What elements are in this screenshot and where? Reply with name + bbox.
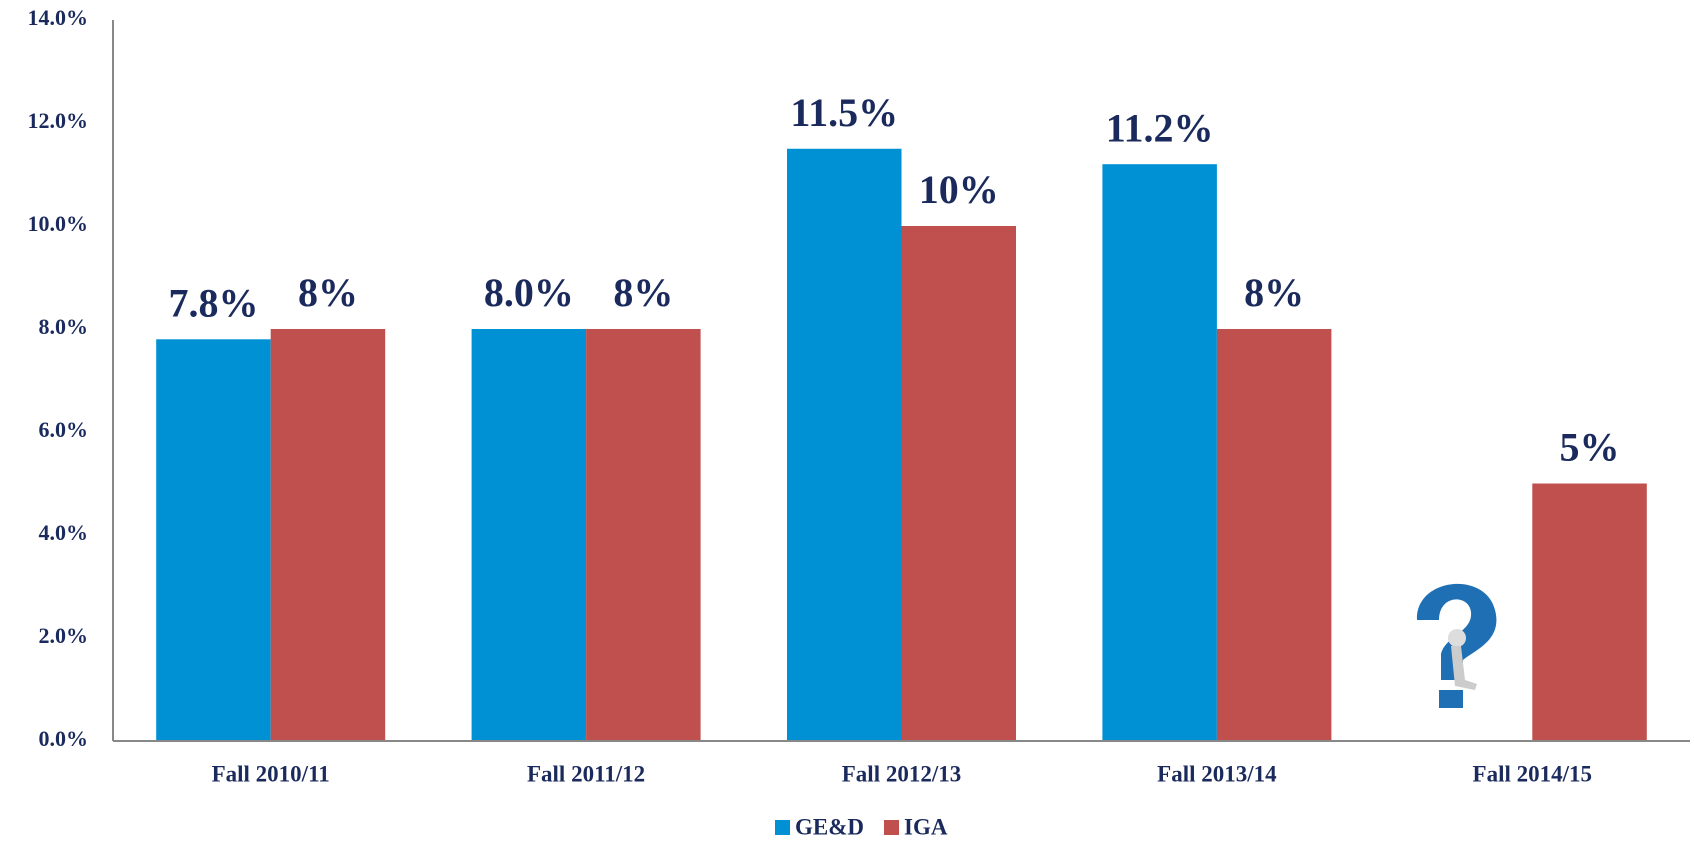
bar	[472, 329, 586, 741]
value-label: 11.2%	[1106, 105, 1214, 150]
bar	[1102, 164, 1217, 741]
legend-label: GE&D	[795, 814, 864, 839]
bar	[156, 339, 271, 741]
y-tick-label: 8.0%	[39, 314, 89, 339]
y-tick-label: 12.0%	[28, 108, 89, 133]
bar	[271, 329, 386, 741]
x-tick-label: Fall 2014/15	[1473, 761, 1592, 786]
y-tick-label: 4.0%	[39, 520, 89, 545]
x-tick-label: Fall 2013/14	[1157, 761, 1277, 786]
x-tick-label: Fall 2012/13	[842, 761, 961, 786]
legend-swatch	[775, 820, 790, 835]
value-label: 8%	[298, 270, 358, 315]
x-tick-label: Fall 2010/11	[212, 761, 330, 786]
y-tick-label: 0.0%	[39, 726, 89, 751]
legend-label: IGA	[904, 814, 948, 839]
value-label: 5%	[1560, 425, 1620, 470]
bar	[787, 149, 902, 741]
value-label: 8%	[613, 270, 673, 315]
value-label: 8%	[1244, 270, 1304, 315]
value-label: 10%	[919, 167, 999, 212]
x-tick-label: Fall 2011/12	[527, 761, 645, 786]
y-tick-label: 6.0%	[39, 417, 89, 442]
value-label: 8.0%	[484, 270, 574, 315]
y-tick-label: 2.0%	[39, 623, 89, 648]
bar	[1217, 329, 1332, 741]
y-tick-label: 14.0%	[28, 5, 89, 30]
chart: 0.0% 2.0% 4.0% 6.0% 8.0% 10.0% 12.0% 14.0% Fall …	[0, 0, 1694, 842]
value-label: 11.5%	[790, 90, 898, 135]
bar	[1532, 484, 1647, 742]
bar	[902, 226, 1017, 741]
question-icon	[1417, 584, 1496, 708]
value-label: 7.8%	[168, 280, 258, 325]
legend-swatch	[884, 820, 899, 835]
y-tick-label: 10.0%	[28, 211, 89, 236]
bar	[586, 329, 701, 741]
